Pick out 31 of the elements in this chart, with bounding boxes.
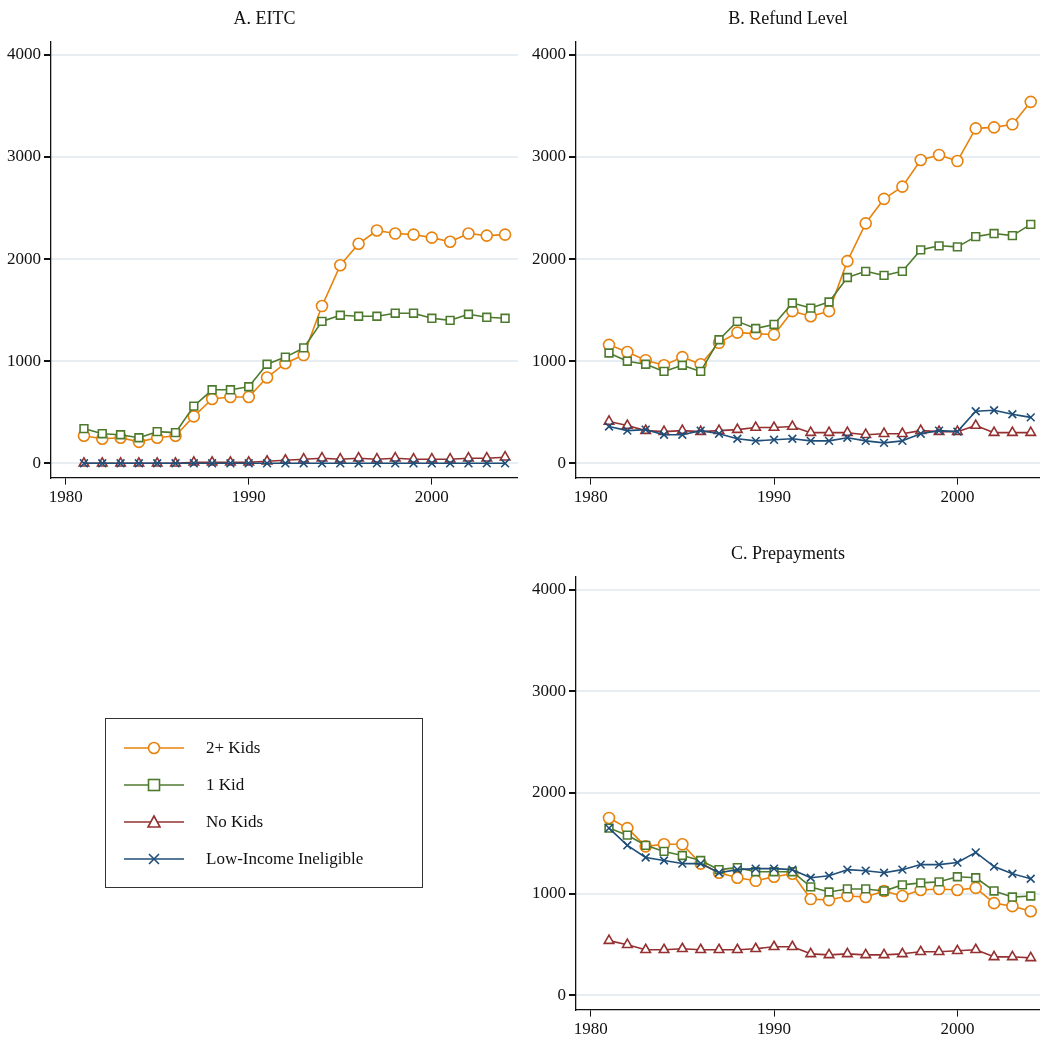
legend-label: Low-Income Ineligible bbox=[206, 848, 364, 869]
y-tick-label: 2000 bbox=[532, 782, 566, 802]
y-tick-label: 2000 bbox=[532, 248, 566, 268]
x-tick-label: 1980 bbox=[48, 487, 83, 507]
y-tick-label: 1000 bbox=[532, 350, 566, 370]
y-tick-label: 0 bbox=[32, 452, 41, 472]
y-tick-label: 4000 bbox=[532, 579, 566, 599]
x-tick-label: 1980 bbox=[573, 1019, 608, 1039]
y-tick-label: 2000 bbox=[7, 248, 41, 268]
y-tick-label: 4000 bbox=[7, 44, 41, 64]
y-tick-label: 0 bbox=[557, 984, 566, 1004]
y-tick-label: 1000 bbox=[7, 350, 41, 370]
chart-title: B. Refund Level bbox=[728, 7, 848, 28]
y-tick-label: 3000 bbox=[532, 146, 566, 166]
chart-title: C. Prepayments bbox=[731, 542, 845, 563]
legend-label: 1 Kid bbox=[206, 774, 245, 795]
y-tick-label: 0 bbox=[557, 452, 566, 472]
x-tick-label: 2000 bbox=[414, 487, 449, 507]
x-tick-label: 2000 bbox=[940, 487, 975, 507]
legend-label: 2+ Kids bbox=[206, 737, 261, 758]
y-tick-label: 3000 bbox=[532, 680, 566, 700]
legend-label: No Kids bbox=[206, 811, 264, 832]
x-tick-label: 1990 bbox=[757, 1019, 792, 1039]
y-tick-label: 3000 bbox=[7, 146, 41, 166]
y-tick-label: 1000 bbox=[532, 883, 566, 903]
y-tick-label: 4000 bbox=[532, 44, 566, 64]
x-tick-label: 1990 bbox=[757, 487, 792, 507]
x-tick-label: 1980 bbox=[573, 487, 608, 507]
x-tick-label: 1990 bbox=[231, 487, 266, 507]
x-tick-label: 2000 bbox=[940, 1019, 975, 1039]
chart-title: A. EITC bbox=[233, 7, 296, 28]
